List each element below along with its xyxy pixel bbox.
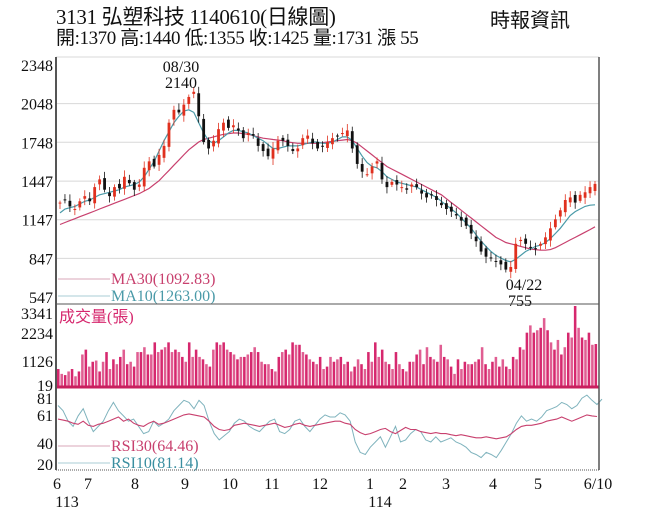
rsi-tick-label: 20 bbox=[37, 457, 53, 474]
high-value-label: 2140 bbox=[165, 75, 197, 92]
x-tick-label: 9 bbox=[181, 476, 189, 493]
volume-title: 成交量(張) bbox=[59, 308, 134, 326]
source-label: 時報資訊 bbox=[490, 10, 570, 32]
x-tick-label: 2 bbox=[399, 476, 407, 493]
price-tick-label: 1147 bbox=[22, 213, 53, 230]
price-tick-label: 2348 bbox=[21, 58, 53, 75]
x-tick-label: 10 bbox=[222, 476, 238, 493]
price-tick-label: 2048 bbox=[21, 97, 53, 114]
high-date-label: 08/30 bbox=[163, 59, 199, 76]
volume-tick-label: 1126 bbox=[22, 354, 53, 371]
low-value-label: 755 bbox=[508, 293, 532, 310]
ma30-legend: MA30(1092.83) bbox=[111, 271, 215, 288]
low-date-label: 04/22 bbox=[506, 277, 542, 294]
x-year-label: 113 bbox=[55, 494, 78, 511]
volume-tick-label: 19 bbox=[37, 378, 53, 395]
x-tick-label: 4 bbox=[489, 476, 497, 493]
x-tick-label: 12 bbox=[312, 476, 328, 493]
x-tick-label: 7 bbox=[84, 476, 92, 493]
chart-title: 3131 弘塑科技 1140610(日線圖) bbox=[56, 5, 336, 29]
ma10-legend: MA10(1263.00) bbox=[111, 288, 215, 305]
volume-tick-label: 3341 bbox=[21, 306, 53, 323]
volume-tick-label: 2234 bbox=[21, 326, 53, 343]
x-tick-label: 5 bbox=[534, 476, 542, 493]
price-tick-label: 1748 bbox=[21, 135, 53, 152]
x-year-label: 114 bbox=[368, 494, 391, 511]
x-tick-label: 3 bbox=[442, 476, 450, 493]
quote-summary: 開:1370 高:1440 低:1355 收:1425 量:1731 漲 55 bbox=[56, 28, 419, 49]
x-tick-label: 11 bbox=[264, 476, 279, 493]
rsi30-legend: RSI30(64.46) bbox=[111, 438, 199, 455]
x-tick-label: 6 bbox=[53, 476, 61, 493]
rsi-tick-label: 61 bbox=[37, 408, 53, 425]
price-tick-label: 1447 bbox=[21, 174, 53, 191]
volume-panel: 19 1126 2234 3341 成交量(張) bbox=[21, 303, 599, 395]
x-tick-label: 6/10 bbox=[584, 476, 612, 493]
rsi30-line bbox=[57, 413, 598, 440]
price-tick-label: 847 bbox=[29, 251, 53, 268]
candles bbox=[58, 86, 597, 279]
x-tick-label: 8 bbox=[131, 476, 139, 493]
chart-frame bbox=[55, 57, 600, 471]
rsi10-legend: RSI10(81.14) bbox=[111, 455, 199, 472]
price-tick-label: 547 bbox=[29, 290, 53, 307]
rsi-tick-label: 40 bbox=[37, 436, 53, 453]
rsi-tick-label: 81 bbox=[37, 391, 53, 408]
x-tick-label: 1 bbox=[366, 476, 374, 493]
